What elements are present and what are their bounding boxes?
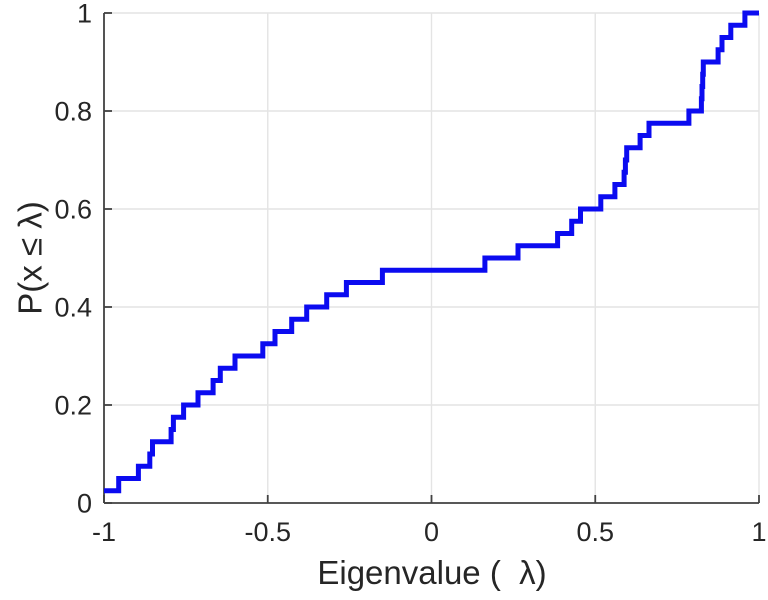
tick-labels: -1 -0.5 0 0.5 1 0 0.2 0.4 0.6 0.8 1 bbox=[54, 0, 766, 547]
y-tick-label: 1 bbox=[77, 0, 92, 29]
y-axis-label: P(x ≤ λ) bbox=[11, 201, 49, 315]
gridlines bbox=[103, 12, 760, 504]
y-tick-label: 0.6 bbox=[54, 195, 92, 225]
x-axis-label: Eigenvalue ( λ) bbox=[317, 554, 547, 591]
x-tick-label: 0.5 bbox=[576, 517, 614, 547]
x-tick-label: 1 bbox=[751, 517, 766, 547]
axes bbox=[103, 12, 760, 504]
x-tick-label: -1 bbox=[92, 517, 116, 547]
x-tick-label: -0.5 bbox=[244, 517, 291, 547]
y-tick-label: 0 bbox=[77, 489, 92, 519]
y-tick-label: 0.4 bbox=[54, 293, 92, 323]
ecdf-step-curve bbox=[104, 10, 759, 494]
y-tick-label: 0.2 bbox=[54, 391, 92, 421]
x-tick-label: 0 bbox=[424, 517, 439, 547]
y-tick-label: 0.8 bbox=[54, 97, 92, 127]
